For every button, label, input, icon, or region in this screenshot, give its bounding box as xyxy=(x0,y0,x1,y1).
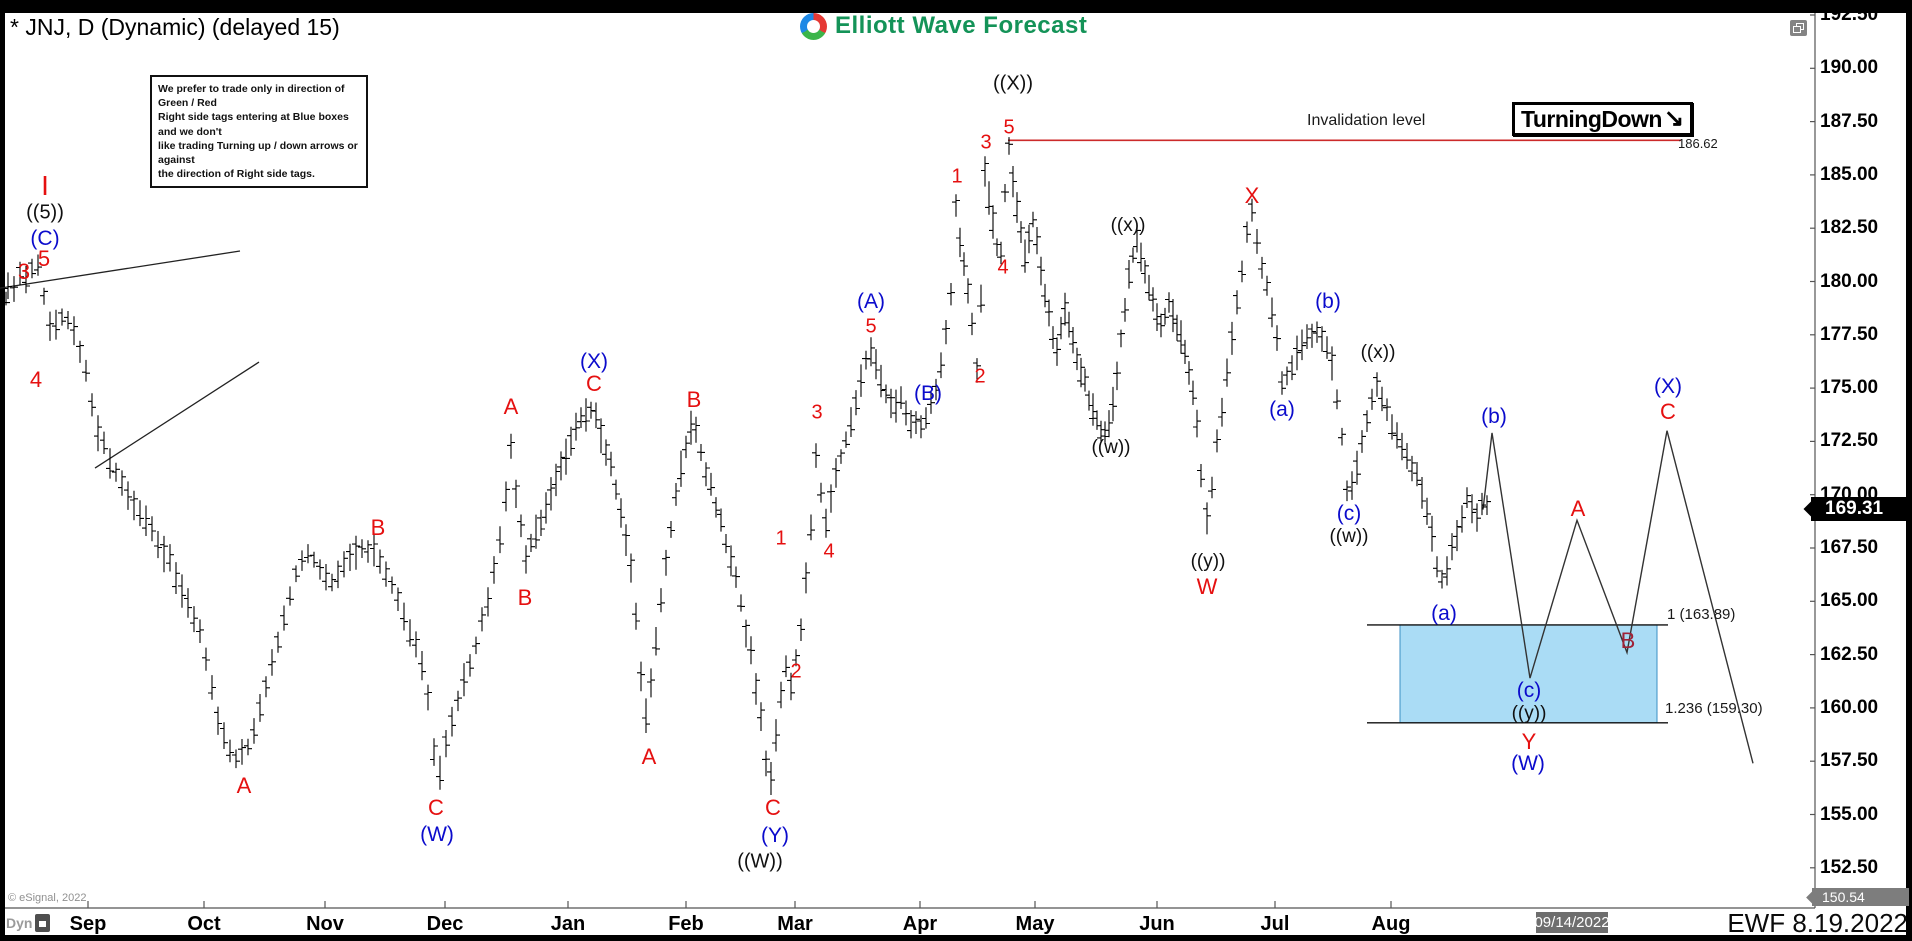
price-tick-label: 185.00 xyxy=(1820,163,1879,185)
brand-name: Elliott Wave Forecast xyxy=(835,12,1088,39)
brand-swirl-icon xyxy=(800,12,827,40)
bottom-price-badge: 150.54 xyxy=(1812,888,1909,906)
month-tick-label: May xyxy=(1015,913,1055,935)
blue-box xyxy=(1399,624,1658,724)
restore-window-icon[interactable] xyxy=(1790,20,1807,36)
fib-target-upper-label: 1 (163.89) xyxy=(1667,606,1736,623)
disclaimer-line: We prefer to trade only in direction of … xyxy=(158,83,345,110)
turn-down-arrow-icon: ↘ xyxy=(1663,105,1685,132)
price-tick-label: 192.50 xyxy=(1820,4,1879,25)
projection-path xyxy=(1482,430,1754,764)
price-tick-label: 155.00 xyxy=(1820,803,1879,825)
price-tick-label: 190.00 xyxy=(1820,57,1879,79)
copyright-text: © eSignal, 2022 xyxy=(8,892,87,904)
dyn-tab[interactable]: Dyn xyxy=(6,914,51,932)
turning-down-label: TurningDown xyxy=(1521,105,1662,132)
disclaimer-line: the direction of Right side tags. xyxy=(158,168,315,181)
month-tick-label: Apr xyxy=(902,913,938,935)
lock-icon xyxy=(35,914,51,932)
trendline xyxy=(0,250,241,289)
price-tick-label: 180.00 xyxy=(1820,270,1879,292)
price-tick-label: 175.00 xyxy=(1820,377,1879,399)
price-tick-label: 162.50 xyxy=(1820,643,1879,665)
month-tick-label: Feb xyxy=(668,913,704,935)
dyn-tab-label: Dyn xyxy=(6,915,33,931)
invalidation-level-value: 186.62 xyxy=(1678,136,1718,151)
price-tick-label: 165.00 xyxy=(1820,590,1879,612)
price-tick-label: 177.50 xyxy=(1820,323,1879,345)
price-tick-label: 152.50 xyxy=(1820,856,1879,878)
month-tick-label: Aug xyxy=(1371,913,1411,935)
turning-down-badge: TurningDown ↘ xyxy=(1512,102,1694,136)
footer-watermark: EWF 8.19.2022 xyxy=(1727,908,1908,938)
price-tick-label: 172.50 xyxy=(1820,430,1879,452)
month-tick-label: Nov xyxy=(306,913,344,935)
month-tick-label: Jan xyxy=(550,913,586,935)
price-tick-label: 167.50 xyxy=(1820,537,1879,558)
price-tick-label: 160.00 xyxy=(1820,696,1879,718)
trendline xyxy=(94,361,260,469)
ohlc-bars xyxy=(2,137,1491,795)
last-price-badge: 169.31 xyxy=(1811,497,1910,521)
invalidation-level-label: Invalidation level xyxy=(1307,112,1426,129)
month-tick-label: Jul xyxy=(1260,913,1290,935)
month-tick-label: Mar xyxy=(777,913,813,935)
month-tick-label: Sep xyxy=(69,913,107,935)
brand-logo: Elliott Wave Forecast xyxy=(800,12,1087,40)
month-tick-label: Jun xyxy=(1139,913,1175,935)
month-tick-label: Oct xyxy=(187,913,221,935)
symbol-title: * JNJ, D (Dynamic) (delayed 15) xyxy=(10,14,340,40)
date-marker-badge: 09/14/2022 xyxy=(1534,912,1610,933)
disclaimer-box: We prefer to trade only in direction of … xyxy=(150,75,368,189)
disclaimer-line: like trading Turning up / down arrows or… xyxy=(158,139,358,166)
price-tick-label: 182.50 xyxy=(1820,217,1879,239)
price-tick-label: 187.50 xyxy=(1820,110,1879,132)
price-tick-label: 157.50 xyxy=(1820,750,1879,772)
fib-target-lower-label: 1.236 (159.30) xyxy=(1665,700,1763,717)
disclaimer-line: Right side tags entering at Blue boxes a… xyxy=(158,111,349,138)
month-tick-label: Dec xyxy=(426,913,464,935)
